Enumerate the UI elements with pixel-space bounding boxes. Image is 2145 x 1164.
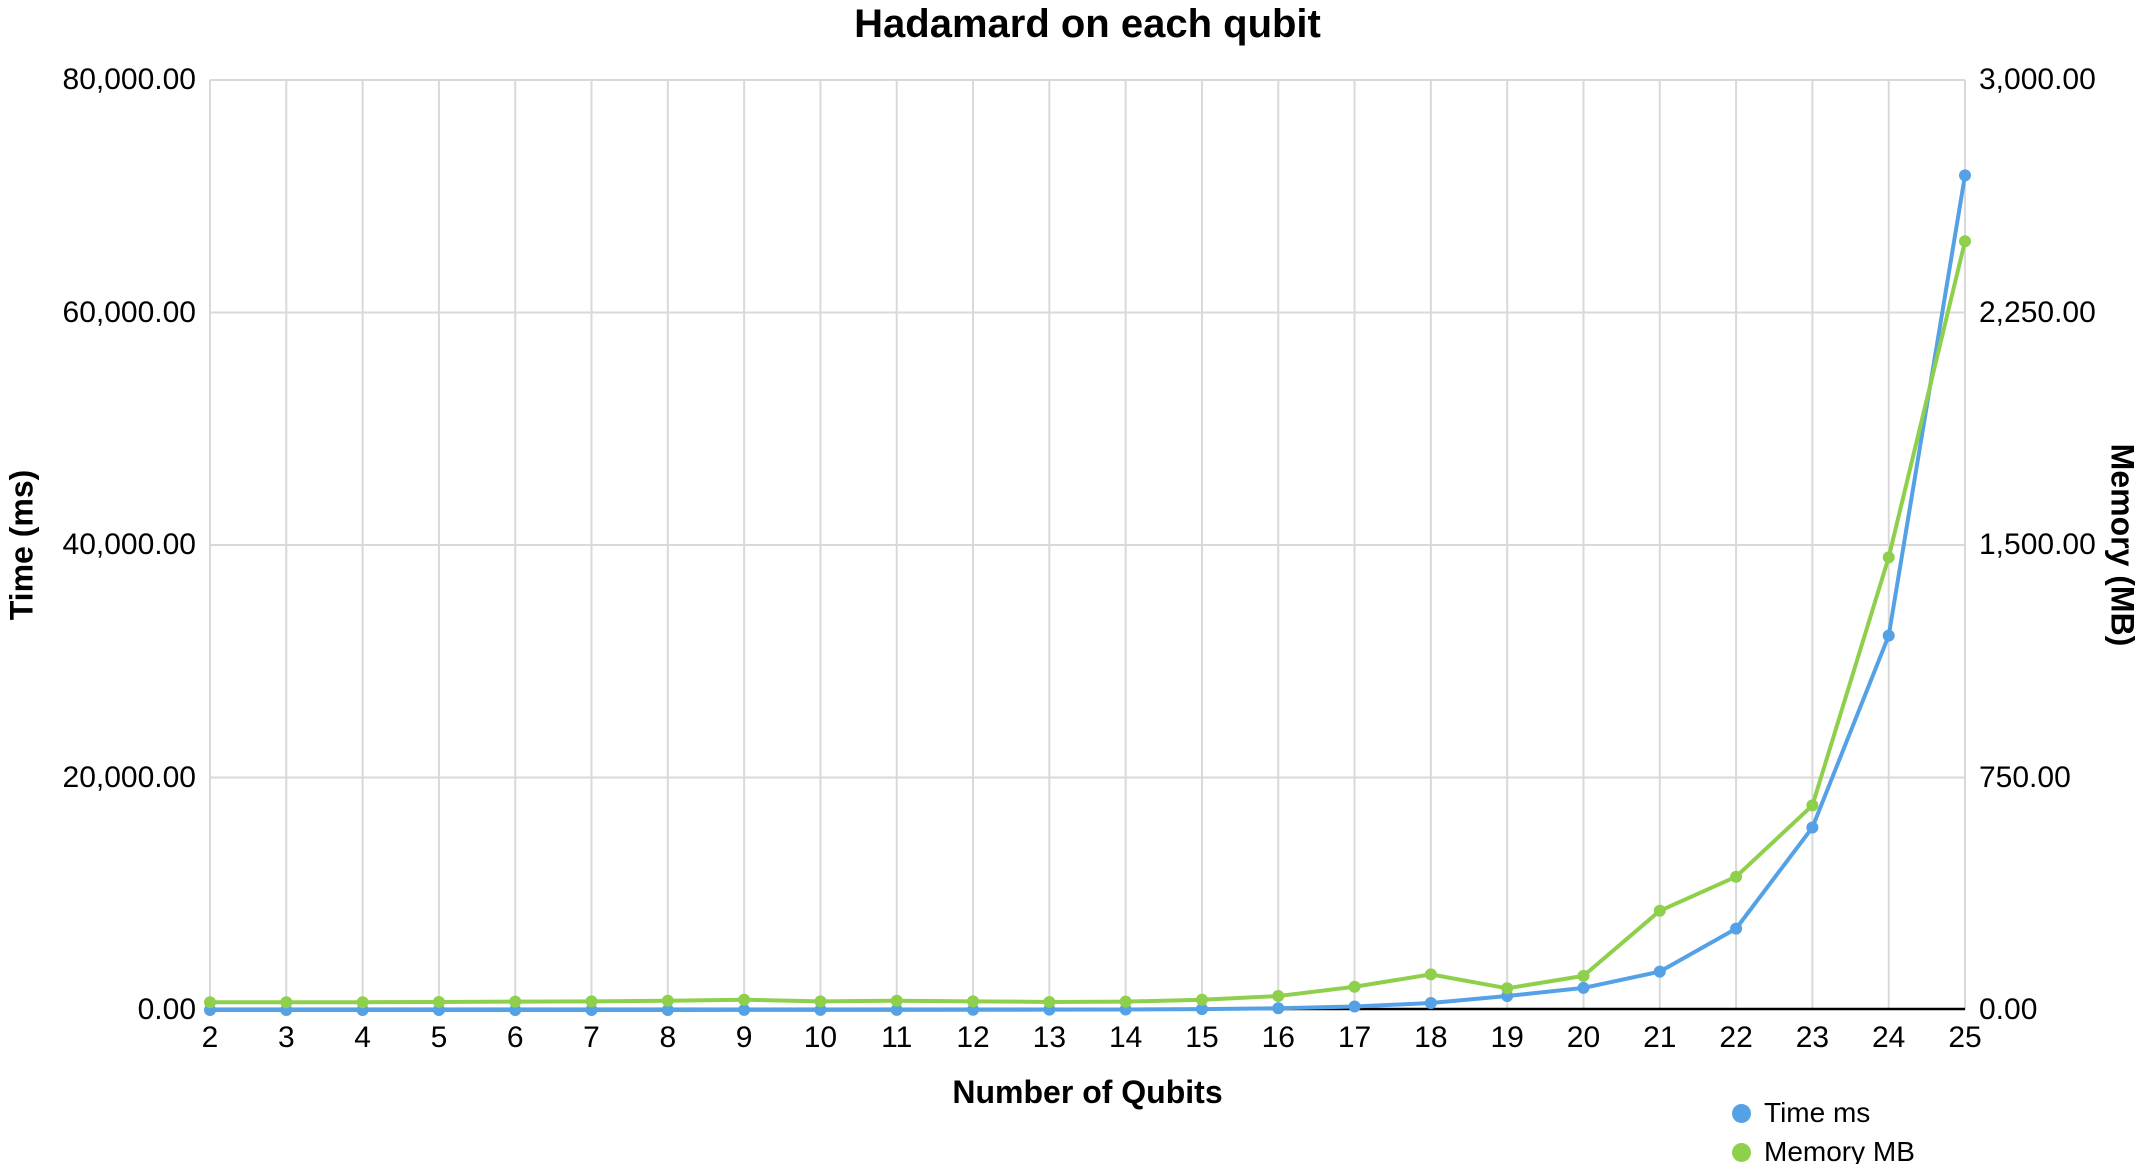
data-point-memory-mb: [204, 996, 216, 1009]
x-axis-tick-label: 7: [583, 1021, 600, 1054]
left-axis-tick-label: 0.00: [137, 993, 196, 1026]
x-axis-tick-label: 18: [1414, 1021, 1448, 1054]
legend: Time ms Memory MB: [1732, 1098, 1915, 1164]
x-axis-tick-label: 5: [430, 1021, 448, 1054]
data-point-time-ms: [814, 1003, 827, 1016]
x-axis-tick-label: 4: [354, 1021, 371, 1054]
legend-label-time: Time ms: [1764, 1097, 1871, 1128]
data-point-memory-mb: [814, 995, 827, 1008]
right-axis-tick-label: 750.00: [1979, 760, 2071, 794]
x-axis-tick-label: 15: [1185, 1021, 1219, 1054]
data-point-memory-mb: [1195, 993, 1208, 1006]
right-axis-tick-label: 3,000.00: [1979, 63, 2096, 96]
data-point-memory-mb: [1806, 799, 1819, 812]
data-point-time-ms: [1577, 981, 1590, 994]
x-axis-tick-label: 12: [956, 1021, 990, 1054]
x-axis-tick-label: 13: [1032, 1021, 1067, 1054]
data-point-memory-mb: [1730, 870, 1743, 883]
series-line-time-ms: [208, 173, 1967, 1012]
legend-swatch-memory-icon: [1732, 1142, 1751, 1162]
data-point-memory-mb: [1501, 982, 1514, 995]
x-axis-tick-label: 20: [1566, 1021, 1601, 1054]
data-point-memory-mb: [1272, 990, 1285, 1003]
data-point-time-ms: [1882, 629, 1895, 642]
data-point-memory-mb: [356, 996, 369, 1009]
legend-item-memory: Memory MB: [1732, 1137, 1915, 1164]
right-axis-tick-label: 1,500.00: [1979, 528, 2096, 561]
data-point-memory-mb: [280, 996, 293, 1009]
data-point-time-ms: [1730, 922, 1743, 935]
data-point-time-ms: [585, 1003, 598, 1016]
x-axis-tick-label: 3: [277, 1021, 295, 1054]
data-point-memory-mb: [1882, 551, 1895, 564]
data-point-time-ms: [1272, 1002, 1285, 1015]
data-point-memory-mb: [509, 995, 522, 1008]
left-axis-tick-label: 20,000.00: [62, 760, 196, 794]
left-axis-tick-label: 60,000.00: [62, 295, 196, 329]
data-point-memory-mb: [1043, 995, 1056, 1008]
data-point-time-ms: [1195, 1003, 1208, 1016]
data-point-time-ms: [890, 1003, 903, 1016]
left-axis-tick-label: 80,000.00: [62, 63, 196, 96]
x-axis-tick-label: 11: [881, 1021, 913, 1054]
data-point-memory-mb: [1577, 969, 1590, 982]
x-axis-tick-label: 8: [659, 1021, 677, 1054]
data-point-memory-mb: [1653, 904, 1666, 917]
x-axis-tick-label: 22: [1719, 1021, 1753, 1054]
data-point-memory-mb: [661, 994, 674, 1007]
x-axis-title: Number of Qubits: [952, 1074, 1223, 1110]
x-axis-tick-label: 10: [803, 1021, 838, 1054]
left-axis-tick-label: 40,000.00: [62, 528, 196, 561]
data-point-time-ms: [661, 1003, 674, 1016]
x-axis-tick-label: 2: [201, 1021, 219, 1054]
data-point-memory-mb: [432, 995, 445, 1008]
x-axis-tick-label: 6: [506, 1021, 524, 1054]
legend-item-time: Time ms: [1732, 1098, 1915, 1128]
data-point-memory-mb: [1348, 980, 1361, 993]
data-point-time-ms: [1653, 965, 1666, 978]
right-axis-title: Memory (MB): [2104, 443, 2141, 647]
data-point-time-ms: [967, 1003, 980, 1016]
x-axis-tick-label: 17: [1337, 1021, 1372, 1054]
data-point-memory-mb: [890, 994, 903, 1007]
data-point-memory-mb: [967, 995, 980, 1008]
x-axis-tick-label: 25: [1948, 1021, 1982, 1054]
legend-label-memory: Memory MB: [1764, 1136, 1915, 1164]
legend-swatch-time-icon: [1732, 1103, 1751, 1123]
right-axis-tick-label: 0.00: [1979, 993, 2038, 1026]
data-point-memory-mb: [1424, 968, 1437, 981]
x-axis-tick-label: 21: [1643, 1021, 1677, 1054]
x-axis-tick-label: 23: [1795, 1021, 1830, 1054]
x-axis-tick-label: 14: [1108, 1021, 1143, 1054]
data-point-memory-mb: [738, 993, 751, 1006]
data-point-memory-mb: [1119, 995, 1132, 1008]
data-point-time-ms: [1806, 821, 1819, 834]
x-axis-tick-label: 19: [1490, 1021, 1524, 1054]
data-point-memory-mb: [1959, 235, 1971, 248]
data-point-time-ms: [509, 1003, 522, 1016]
data-point-time-ms: [1424, 997, 1437, 1010]
data-point-time-ms: [738, 1003, 751, 1016]
x-axis-tick-label: 9: [735, 1021, 753, 1054]
x-axis-tick-label: 16: [1261, 1021, 1295, 1054]
chart-title: Hadamard on each qubit: [854, 2, 1321, 46]
series-line-memory-mb: [208, 239, 1967, 1005]
right-axis-tick-label: 2,250.00: [1979, 295, 2096, 329]
plot-area: [204, 79, 1971, 1016]
data-point-memory-mb: [585, 995, 598, 1008]
data-point-time-ms: [1959, 169, 1971, 182]
x-axis-tick-label: 24: [1872, 1021, 1906, 1054]
data-point-time-ms: [1348, 1000, 1361, 1013]
